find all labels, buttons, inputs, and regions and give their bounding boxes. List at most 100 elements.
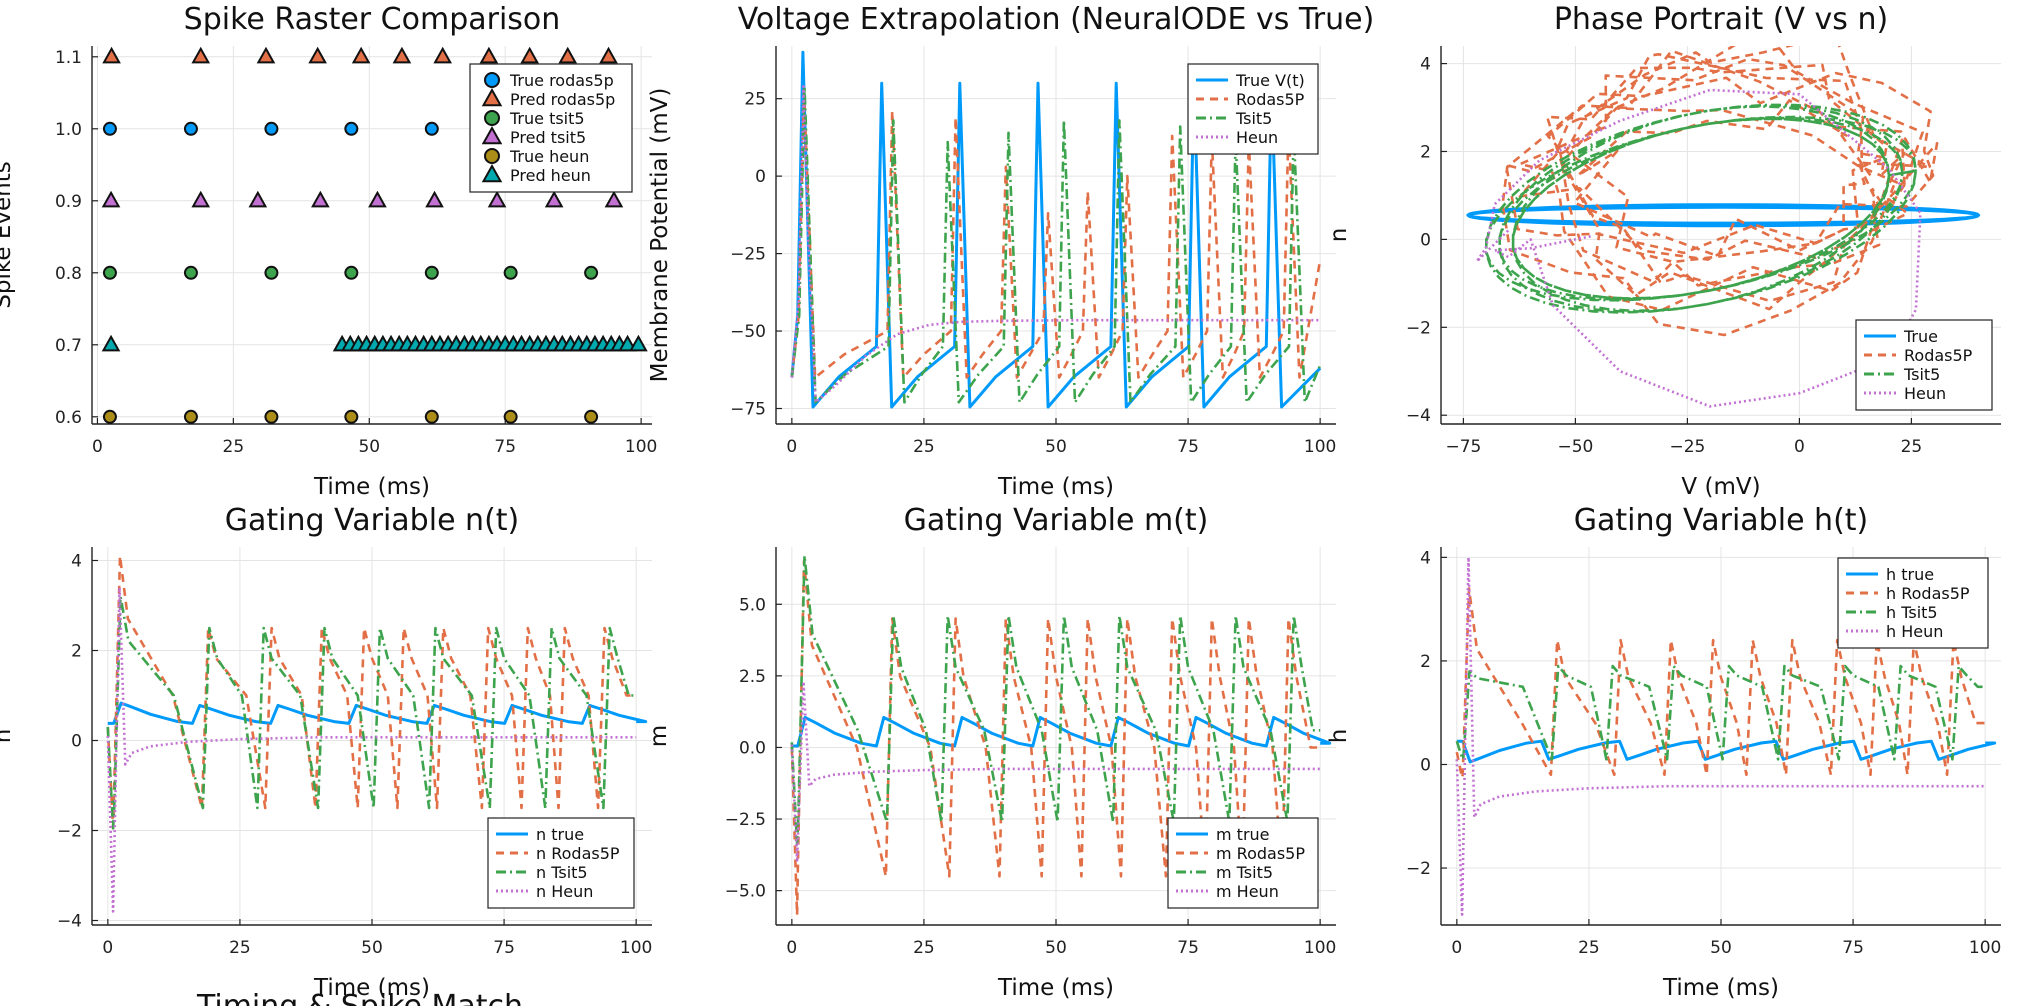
x-tick-label: 75	[1842, 938, 1864, 958]
raster-point	[102, 409, 117, 424]
y-tick-label: 0.0	[739, 738, 766, 758]
legend-entry: Pred rodas5p	[510, 90, 615, 109]
x-tick-label: 50	[1045, 938, 1067, 958]
y-tick-label: −25	[730, 245, 766, 265]
x-tick-label: 100	[1304, 437, 1336, 457]
x-axis-label: Time (ms)	[997, 474, 1114, 500]
raster-point	[584, 265, 599, 280]
raster-point	[629, 334, 648, 352]
legend-swatch	[484, 72, 500, 88]
x-tick-label: −75	[1445, 437, 1481, 457]
raster-point	[183, 409, 198, 424]
series-line	[790, 85, 1321, 404]
legend-entry: n Rodas5P	[536, 844, 620, 863]
y-tick-label: 4	[71, 552, 82, 572]
y-tick-label: −2	[57, 822, 82, 842]
chart-title: Gating Variable n(t)	[225, 503, 520, 538]
y-tick-label: 4	[1420, 548, 1431, 568]
raster-point	[102, 121, 117, 136]
x-tick-label: 0	[1794, 437, 1805, 457]
x-tick-label: 50	[1045, 437, 1067, 457]
series-line	[1455, 664, 1986, 761]
y-tick-label: −4	[57, 912, 82, 932]
y-tick-label: 0.6	[55, 408, 82, 428]
y-tick-label: 2	[1420, 142, 1431, 162]
legend-entry: Pred heun	[510, 166, 591, 185]
raster-point	[584, 409, 599, 424]
x-axis-label: Time (ms)	[997, 975, 1114, 1001]
x-tick-label: 25	[1901, 437, 1923, 457]
legend-entry: Heun	[1904, 384, 1946, 403]
y-tick-label: 2	[71, 642, 82, 662]
legend-entry: Rodas5P	[1904, 346, 1973, 365]
chart-title: Gating Variable h(t)	[1574, 503, 1869, 538]
legend-swatch	[481, 125, 503, 145]
legend-entry: Heun	[1236, 128, 1278, 147]
x-tick-label: 0	[786, 437, 797, 457]
x-tick-label: 25	[913, 437, 935, 457]
raster-point	[191, 190, 211, 208]
x-tick-label: 75	[494, 437, 516, 457]
y-axis-label: n	[1326, 228, 1352, 243]
legend-swatch	[484, 148, 500, 164]
raster-point	[344, 409, 359, 424]
legend-entry: h Heun	[1886, 622, 1943, 641]
y-tick-label: 25	[744, 90, 766, 110]
legend-swatch	[481, 87, 503, 107]
x-tick-label: 25	[1578, 938, 1600, 958]
y-tick-label: 0	[755, 167, 766, 187]
x-tick-label: 100	[620, 938, 652, 958]
x-axis-label: V (mV)	[1681, 474, 1760, 500]
y-tick-label: 5.0	[739, 595, 766, 615]
chart-title: Phase Portrait (V vs n)	[1554, 2, 1888, 37]
legend-entry: n Tsit5	[536, 863, 588, 882]
phase-panel: −75 −50 −25 0 25 −4 −2 0 2 4 Phase Portrait (V vs …	[1326, 2, 2001, 500]
legend-entry: h Rodas5P	[1886, 584, 1970, 603]
raster-point	[503, 265, 518, 280]
raster-point	[487, 190, 507, 208]
y-tick-label: 1.1	[55, 48, 82, 68]
x-tick-label: 75	[493, 938, 515, 958]
raster-point	[344, 265, 359, 280]
legend-entry: m true	[1216, 825, 1270, 844]
legend-entry: n Heun	[536, 882, 593, 901]
x-axis-label: Time (ms)	[313, 975, 430, 1001]
x-axis-label: Time (ms)	[313, 474, 430, 500]
gate_n-panel: 0 25 50 75 100 −4 −2 0 2 4 Gating Variable n(t) Tim…	[0, 503, 652, 1001]
y-tick-label: −4	[1406, 406, 1431, 426]
x-tick-label: 50	[361, 938, 383, 958]
legend-entry: h true	[1886, 565, 1934, 584]
raster-point	[479, 46, 499, 64]
legend-entry: Rodas5P	[1236, 90, 1305, 109]
legend-entry: True	[1903, 327, 1938, 346]
raster-point	[191, 46, 211, 64]
x-axis-label: Time (ms)	[1662, 975, 1779, 1001]
series-line	[790, 85, 1322, 404]
legend-swatch	[484, 110, 500, 126]
x-tick-label: 25	[223, 437, 245, 457]
legend-entry: m Heun	[1216, 882, 1279, 901]
y-tick-label: 1.0	[55, 120, 82, 140]
y-tick-label: 4	[1420, 55, 1431, 75]
raster-point	[101, 334, 121, 352]
y-tick-label: 0	[71, 732, 82, 752]
raster-point	[503, 409, 518, 424]
x-tick-label: −50	[1557, 437, 1593, 457]
y-axis-label: n	[0, 729, 16, 744]
legend-entry: m Rodas5P	[1216, 844, 1305, 863]
x-tick-label: −25	[1669, 437, 1705, 457]
x-tick-label: 0	[102, 938, 113, 958]
series-line	[1501, 46, 1939, 337]
series-line	[790, 91, 1322, 379]
legend-entry: Tsit5	[1235, 109, 1272, 128]
y-tick-label: −5.0	[725, 882, 766, 902]
x-tick-label: 25	[913, 938, 935, 958]
series-line	[790, 560, 1321, 917]
y-tick-label: 0	[1420, 230, 1431, 250]
gate_h-panel: 0 25 50 75 100 −2 0 2 4 Gating Variable h(t) Time …	[1326, 503, 2001, 1001]
chart-title: Gating Variable m(t)	[904, 503, 1209, 538]
